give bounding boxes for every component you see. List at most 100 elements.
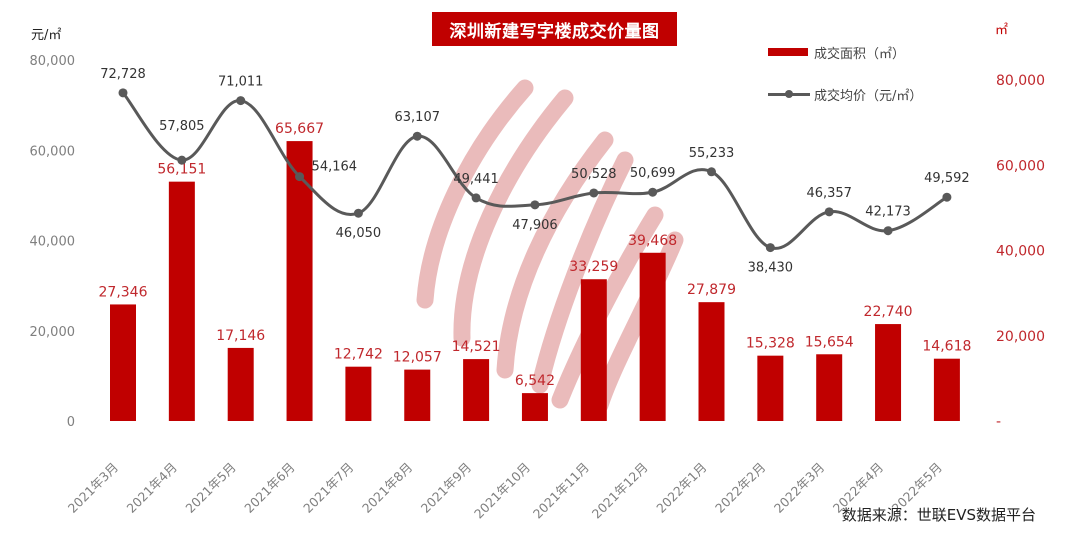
price-value-label: 50,528 bbox=[571, 167, 617, 182]
price-value-label: 55,233 bbox=[689, 146, 735, 161]
bar[interactable] bbox=[227, 347, 254, 421]
price-value-label: 49,592 bbox=[924, 171, 970, 186]
price-marker[interactable] bbox=[824, 207, 834, 217]
legend-price-label: 成交均价（元/㎡） bbox=[814, 88, 923, 104]
x-axis-label: 2021年12月 bbox=[589, 460, 651, 522]
price-marker[interactable] bbox=[412, 131, 422, 141]
right-tick-label: 20,000 bbox=[996, 329, 1045, 345]
price-value-label: 49,441 bbox=[453, 172, 499, 187]
legend: 成交面积（㎡） 成交均价（元/㎡） bbox=[768, 42, 922, 126]
price-marker[interactable] bbox=[765, 243, 775, 253]
price-marker[interactable] bbox=[177, 155, 187, 165]
price-line-markers bbox=[118, 88, 952, 253]
bar[interactable] bbox=[757, 355, 784, 421]
bar-swatch-icon bbox=[768, 48, 808, 56]
price-value-label: 71,011 bbox=[218, 75, 264, 90]
bar[interactable] bbox=[639, 252, 666, 421]
bar[interactable] bbox=[580, 279, 607, 421]
bar-value-label: 12,742 bbox=[334, 347, 383, 363]
bar-value-label: 14,618 bbox=[922, 339, 971, 355]
bar-value-label: 33,259 bbox=[569, 259, 618, 275]
bar-value-label: 15,328 bbox=[746, 336, 795, 352]
left-tick-label: 20,000 bbox=[30, 325, 76, 340]
legend-area-label: 成交面积（㎡） bbox=[814, 46, 906, 62]
bar[interactable] bbox=[404, 369, 431, 421]
right-tick-label: - bbox=[996, 414, 1001, 430]
x-axis-labels: 2021年3月 2021年4月 2021年5月 2021年6月 2021年7月 2021年… bbox=[65, 460, 945, 522]
price-marker[interactable] bbox=[530, 200, 540, 210]
chart-title: 深圳新建写字楼成交价量图 bbox=[432, 12, 677, 46]
price-value-label: 46,357 bbox=[806, 186, 852, 201]
bar-value-label: 6,542 bbox=[515, 373, 555, 389]
x-axis-label: 2021年3月 bbox=[65, 460, 121, 516]
bar[interactable] bbox=[816, 354, 843, 421]
left-tick-label: 0 bbox=[67, 415, 75, 430]
bar-value-label: 15,654 bbox=[805, 334, 854, 350]
bar-value-label: 27,346 bbox=[99, 284, 148, 300]
bar-value-label: 22,740 bbox=[864, 304, 913, 320]
bar[interactable] bbox=[110, 304, 136, 421]
price-value-label: 38,430 bbox=[748, 261, 794, 276]
price-value-labels: 72,728 57,805 71,011 54,164 46,050 63,107 49,4… bbox=[100, 67, 969, 276]
line-marker-swatch-icon bbox=[768, 88, 810, 100]
price-marker[interactable] bbox=[707, 167, 716, 177]
price-marker[interactable] bbox=[295, 172, 305, 182]
price-value-label: 72,728 bbox=[100, 67, 146, 82]
bar[interactable] bbox=[698, 302, 725, 421]
bar-value-labels: 27,346 56,151 17,146 65,667 12,742 12,057 14,5… bbox=[99, 121, 972, 389]
right-tick-label: 60,000 bbox=[996, 158, 1045, 174]
bar[interactable] bbox=[521, 393, 548, 421]
bar[interactable] bbox=[463, 359, 490, 421]
right-axis-ticks: 80,000 60,000 40,000 20,000 - bbox=[996, 73, 1045, 430]
x-axis-label: 2021年10月 bbox=[471, 460, 533, 522]
bar-value-label: 56,151 bbox=[157, 162, 206, 178]
x-axis-label: 2022年2月 bbox=[712, 460, 768, 516]
bar-value-label: 27,879 bbox=[687, 282, 736, 298]
left-axis-ticks: 80,000 60,000 40,000 20,000 0 bbox=[30, 54, 76, 430]
x-axis-label: 2022年1月 bbox=[653, 460, 709, 516]
right-axis-unit: ㎡ bbox=[995, 23, 1009, 38]
price-value-label: 46,050 bbox=[336, 226, 382, 241]
left-tick-label: 80,000 bbox=[30, 54, 76, 69]
price-marker[interactable] bbox=[236, 96, 246, 106]
price-marker[interactable] bbox=[942, 192, 952, 202]
price-value-label: 57,805 bbox=[159, 119, 205, 134]
right-tick-label: 80,000 bbox=[996, 73, 1045, 89]
right-tick-label: 40,000 bbox=[996, 244, 1045, 260]
chart-title-text: 深圳新建写字楼成交价量图 bbox=[449, 21, 660, 42]
legend-item-area[interactable]: 成交面积（㎡） bbox=[768, 42, 922, 62]
bar-value-label: 12,057 bbox=[393, 350, 442, 366]
price-value-label: 47,906 bbox=[512, 218, 558, 233]
price-marker[interactable] bbox=[648, 187, 658, 197]
bar[interactable] bbox=[933, 358, 960, 421]
bar[interactable] bbox=[875, 324, 902, 421]
price-marker[interactable] bbox=[353, 208, 363, 218]
price-marker[interactable] bbox=[883, 226, 893, 236]
price-marker[interactable] bbox=[589, 188, 599, 198]
bar-value-label: 17,146 bbox=[216, 328, 265, 344]
price-marker[interactable] bbox=[471, 193, 481, 203]
x-axis-label: 2021年11月 bbox=[530, 460, 592, 522]
x-axis-label: 2021年5月 bbox=[182, 460, 238, 516]
x-axis-label: 2021年9月 bbox=[418, 460, 474, 516]
legend-item-price[interactable]: 成交均价（元/㎡） bbox=[768, 84, 922, 104]
bar[interactable] bbox=[345, 366, 372, 421]
price-value-label: 63,107 bbox=[395, 110, 441, 125]
price-marker[interactable] bbox=[118, 88, 128, 98]
x-axis-label: 2022年3月 bbox=[771, 460, 827, 516]
x-axis-label: 2021年8月 bbox=[359, 460, 415, 516]
bar[interactable] bbox=[168, 181, 195, 421]
x-axis-label: 2021年6月 bbox=[241, 460, 297, 516]
price-line bbox=[121, 91, 948, 250]
bar-series bbox=[110, 141, 960, 421]
data-source-note: 数据来源：世联EVS数据平台 bbox=[841, 506, 1036, 524]
price-value-label: 42,173 bbox=[865, 205, 911, 220]
bar-value-label: 14,521 bbox=[452, 339, 501, 355]
bar-value-label: 39,468 bbox=[628, 233, 677, 249]
bar-value-label: 65,667 bbox=[275, 121, 324, 137]
left-tick-label: 40,000 bbox=[30, 235, 76, 250]
price-value-label: 50,699 bbox=[630, 166, 676, 181]
left-axis-unit: 元/㎡ bbox=[31, 28, 62, 43]
bar[interactable] bbox=[286, 141, 313, 421]
